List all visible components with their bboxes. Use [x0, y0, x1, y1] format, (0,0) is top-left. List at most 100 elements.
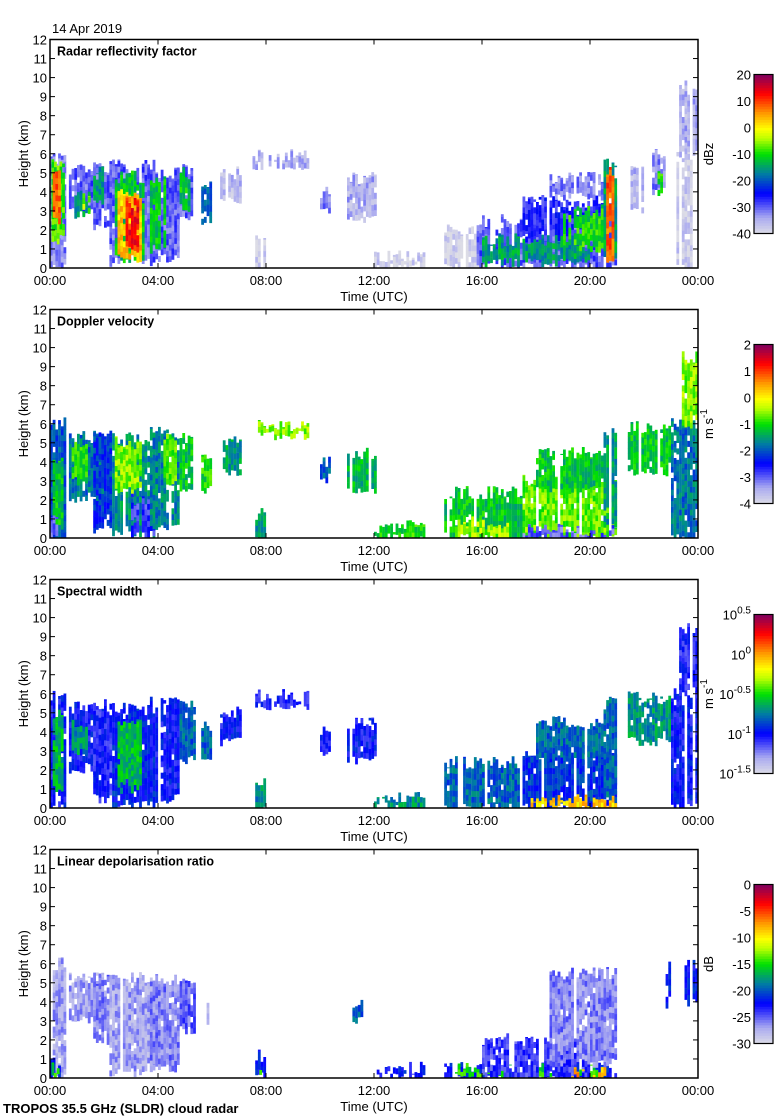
radar-pixel: [144, 243, 148, 250]
radar-pixel: [120, 463, 123, 470]
radar-pixel: [587, 465, 591, 472]
radar-pixel: [98, 482, 102, 489]
radar-pixel: [363, 175, 366, 178]
radar-pixel: [58, 206, 61, 213]
radar-pixel: [541, 494, 545, 501]
radar-pixel: [112, 490, 115, 497]
radar-pixel: [112, 524, 115, 531]
radar-pixel: [139, 525, 142, 532]
radar-pixel: [101, 454, 105, 460]
radar-pixel: [63, 418, 67, 424]
radar-pixel: [263, 262, 267, 269]
radar-pixel: [590, 206, 593, 211]
radar-pixel: [660, 157, 663, 164]
radar-pixel: [190, 193, 194, 200]
radar-pixel: [155, 172, 159, 174]
radar-pixel: [182, 437, 186, 444]
radar-pixel: [676, 190, 680, 197]
radar-pixel: [468, 508, 472, 515]
radar-pixel: [55, 490, 59, 497]
radar-pixel: [560, 179, 564, 186]
radar-pixel: [419, 530, 423, 537]
radar-pixel: [203, 481, 207, 488]
colorbar-step: [754, 95, 773, 99]
radar-pixel: [457, 525, 461, 532]
radar-pixel: [179, 485, 183, 492]
radar-pixel: [468, 262, 472, 269]
radar-pixel: [587, 460, 591, 466]
radar-pixel: [568, 239, 572, 246]
radar-pixel: [463, 523, 466, 530]
radar-pixel: [171, 491, 175, 498]
radar-pixel: [611, 175, 615, 182]
radar-pixel: [514, 488, 518, 493]
radar-pixel: [687, 117, 690, 124]
radar-pixel: [325, 466, 329, 472]
radar-pixel: [363, 474, 366, 481]
radar-pixel: [133, 227, 137, 234]
radar-pixel: [63, 509, 67, 516]
radar-pixel: [552, 183, 555, 187]
radar-pixel: [176, 190, 180, 197]
radar-pixel: [679, 94, 682, 101]
radar-pixel: [363, 199, 366, 206]
radar-pixel: [595, 532, 599, 539]
radar-pixel: [228, 452, 231, 459]
radar-pixel: [174, 180, 177, 187]
radar-pixel: [185, 187, 188, 194]
radar-pixel: [514, 260, 518, 267]
radar-pixel: [106, 491, 110, 498]
radar-pixel: [139, 473, 142, 480]
radar-pixel: [492, 486, 496, 493]
radar-pixel: [122, 257, 126, 264]
radar-pixel: [584, 455, 588, 462]
radar-pixel: [106, 445, 110, 452]
radar-pixel: [576, 216, 580, 223]
radar-pixel: [684, 250, 688, 257]
radar-pixel: [363, 451, 366, 458]
radar-pixel: [398, 250, 402, 254]
radar-pixel: [503, 520, 507, 527]
radar-pixel: [692, 92, 696, 99]
radar-pixel: [174, 237, 177, 244]
radar-pixel: [106, 502, 110, 509]
radar-pixel: [449, 532, 453, 539]
radar-pixel: [149, 260, 153, 267]
radar-pixel: [133, 449, 137, 455]
radar-pixel: [552, 482, 555, 489]
radar-pixel: [71, 185, 75, 192]
radar-pixel: [541, 219, 545, 226]
radar-pixel: [546, 451, 550, 458]
radar-pixel: [101, 198, 105, 205]
radar-pixel: [114, 501, 118, 508]
radar-pixel: [536, 248, 539, 255]
radar-pixel: [360, 206, 364, 213]
radar-pixel: [122, 229, 126, 236]
radar-pixel: [55, 171, 59, 173]
radar-pixel: [506, 513, 510, 520]
radar-pixel: [128, 446, 132, 453]
radar-pixel: [50, 446, 53, 453]
radar-pixel: [581, 182, 585, 185]
radar-pixel: [166, 429, 169, 434]
radar-pixel: [684, 136, 688, 143]
radar-pixel: [455, 486, 458, 492]
radar-pixel: [525, 532, 528, 539]
radar-pixel: [371, 458, 375, 461]
radar-pixel: [82, 447, 86, 453]
radar-pixel: [260, 509, 264, 516]
radar-pixel: [155, 472, 159, 479]
radar-pixel: [544, 258, 547, 265]
radar-pixel: [611, 249, 615, 256]
colorbar-step: [754, 209, 773, 213]
radar-pixel: [50, 424, 53, 430]
radar-pixel: [498, 253, 501, 260]
radar-pixel: [554, 254, 558, 261]
radar-pixel: [357, 459, 361, 466]
radar-pixel: [563, 209, 566, 216]
radar-pixel: [452, 250, 456, 257]
radar-pixel: [163, 201, 167, 208]
radar-pixel: [592, 200, 596, 207]
radar-pixel: [117, 257, 121, 264]
radar-pixel: [287, 424, 291, 431]
